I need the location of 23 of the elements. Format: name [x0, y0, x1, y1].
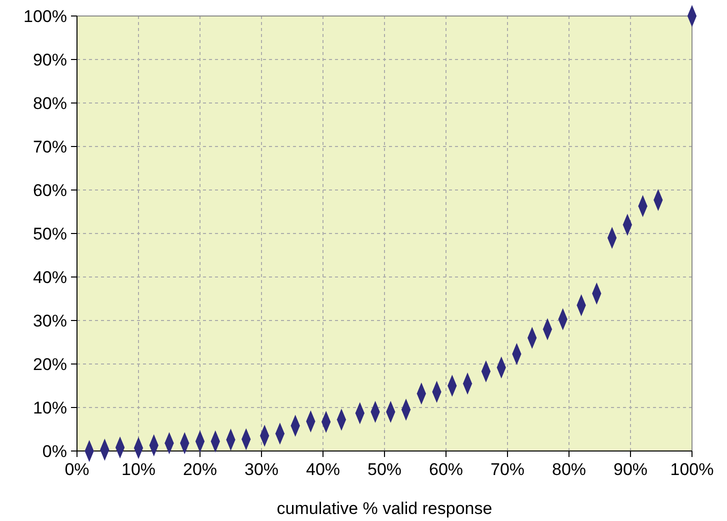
x-axis-title: cumulative % valid response: [276, 499, 492, 518]
x-tick-label: 50%: [367, 460, 402, 479]
x-tick-label: 70%: [490, 460, 525, 479]
y-tick-label: 50%: [32, 224, 67, 244]
y-tick-label: 90%: [32, 50, 67, 70]
y-tick-label: 100%: [24, 6, 67, 26]
x-tick-label: 0%: [64, 460, 90, 479]
y-tick-label: 20%: [32, 354, 67, 374]
x-tick-label: 20%: [182, 460, 218, 479]
x-tick-label: 90%: [613, 460, 648, 479]
y-tick-label: 0%: [42, 442, 67, 461]
y-tick-label: 10%: [32, 398, 67, 418]
x-tick-label: 60%: [428, 460, 464, 479]
x-tick-label: 40%: [306, 460, 340, 479]
y-tick-label: 40%: [32, 268, 67, 287]
y-tick-label: 30%: [32, 311, 67, 330]
y-tick-label: 80%: [32, 94, 67, 113]
x-tick-label: 10%: [121, 460, 156, 479]
y-tick-label: 60%: [32, 180, 67, 200]
x-tick-label: 30%: [244, 460, 279, 479]
y-tick-label: 70%: [32, 137, 67, 156]
x-tick-label: 100%: [670, 460, 714, 479]
x-tick-label: 80%: [552, 460, 586, 479]
